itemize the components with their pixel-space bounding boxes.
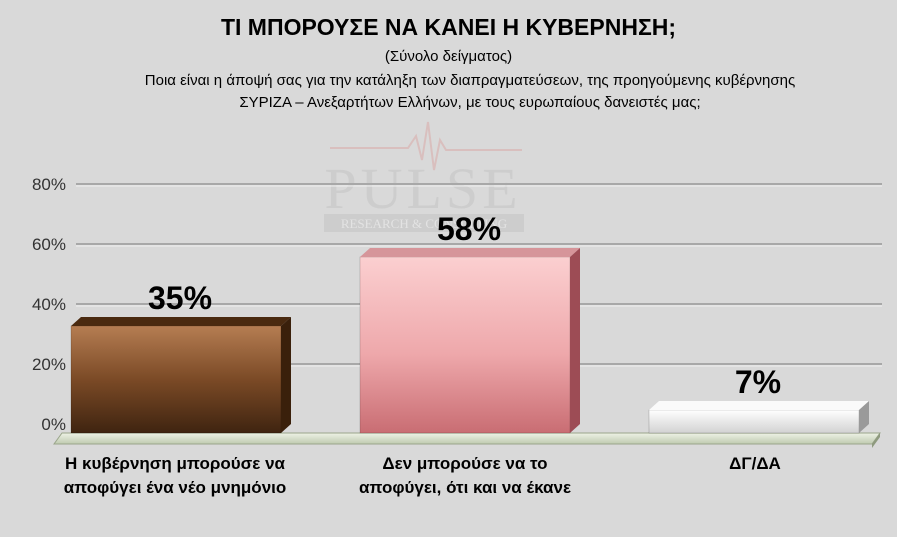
chart-title: ΤΙ ΜΠΟΡΟΥΣΕ ΝΑ ΚΑΝΕΙ Η ΚΥΒΕΡΝΗΣΗ; — [220, 14, 677, 40]
data-labels: 35% 58% 7% — [148, 211, 781, 400]
y-tick-label: 80% — [32, 175, 66, 194]
bar — [359, 256, 571, 434]
question-line-1: Ποια είναι η άποψή σας για την κατάληξη … — [144, 72, 796, 89]
x-tick-label: Η κυβέρνηση μπορούσε να αποφύγει ένα νέο … — [25, 452, 325, 500]
x-tick-label-line: ΔΓ/ΔΑ — [729, 454, 781, 473]
pulse-watermark: PULSE RESEARCH & CONSULTING — [324, 121, 524, 232]
pulse-heartbeat-icon — [330, 121, 522, 171]
data-label: 35% — [148, 280, 212, 316]
bar-top — [649, 401, 869, 410]
y-axis: 0% 20% 40% 60% 80% — [32, 175, 66, 434]
x-tick-label-line: αποφύγει, ότι και να έκανε — [358, 478, 572, 497]
survey-question: Ποια είναι η άποψή σας για την κατάληξη … — [40, 70, 897, 114]
bar-side — [281, 317, 291, 433]
watermark-tagline-bar — [324, 214, 524, 232]
data-label: 58% — [437, 211, 501, 247]
watermark-tagline: RESEARCH & CONSULTING — [341, 216, 507, 231]
bar-top — [360, 248, 580, 257]
x-tick-label-line: Δεν μπορούσε να το — [382, 454, 548, 473]
bar-top — [71, 317, 291, 326]
bar — [70, 325, 282, 434]
bars — [70, 248, 869, 434]
y-tick-label: 60% — [32, 235, 66, 254]
y-tick-label: 20% — [32, 355, 66, 374]
chart-floor — [53, 432, 881, 445]
x-tick-label-line: αποφύγει ένα νέο μνημόνιο — [63, 478, 287, 497]
x-tick-label: Δεν μπορούσε να το αποφύγει, ότι και να έ… — [315, 452, 615, 500]
chart-subtitle: (Σύνολο δείγματος) — [384, 48, 513, 65]
chart-floor-side — [872, 433, 880, 448]
bar-side — [859, 401, 869, 433]
y-tick-label: 0% — [41, 415, 66, 434]
question-line-2: ΣΥΡΙΖΑ – Ανεξαρτήτων Ελλήνων, με τους ευ… — [239, 94, 701, 111]
x-tick-label: ΔΓ/ΔΑ — [605, 452, 897, 476]
watermark-brand: PULSE — [324, 156, 521, 221]
bar-side — [570, 248, 580, 433]
y-tick-label: 40% — [32, 295, 66, 314]
data-label: 7% — [735, 364, 781, 400]
x-tick-label-line: Η κυβέρνηση μπορούσε να — [65, 454, 285, 473]
bar — [648, 409, 860, 434]
